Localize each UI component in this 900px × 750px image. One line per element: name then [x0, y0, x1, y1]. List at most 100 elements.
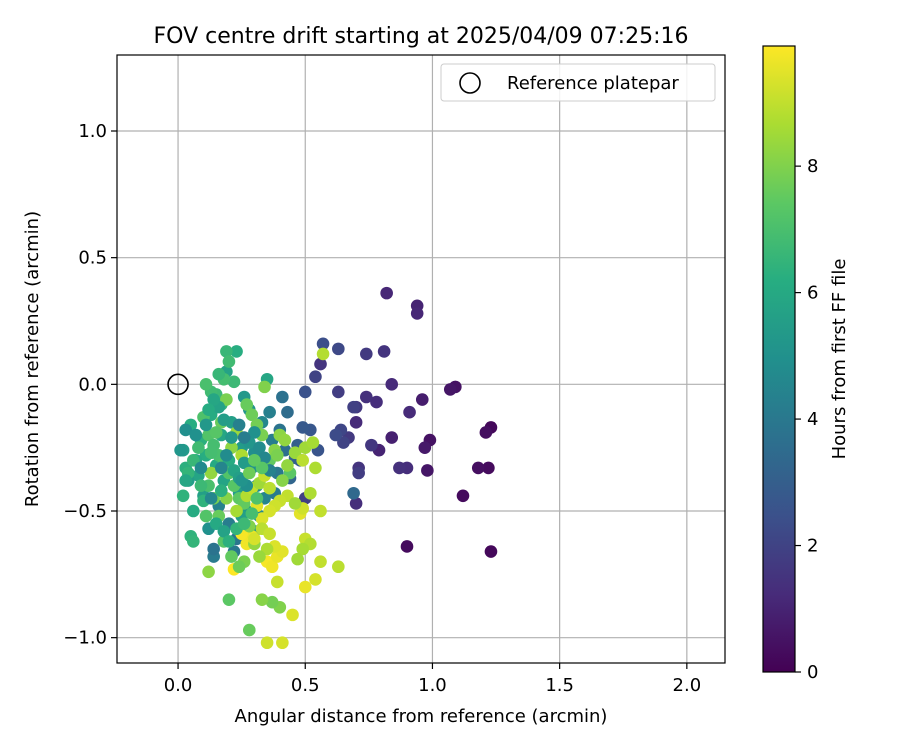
data-point: [484, 545, 498, 558]
data-point: [179, 423, 192, 437]
data-point: [174, 443, 187, 457]
data-point: [316, 337, 330, 351]
data-point: [410, 307, 424, 320]
data-point: [202, 565, 215, 579]
data-point: [209, 517, 223, 530]
data-point: [314, 504, 327, 518]
data-point: [242, 466, 256, 480]
legend-label: Reference platepar: [507, 73, 679, 94]
legend: Reference platepar: [440, 63, 716, 102]
data-point: [225, 431, 238, 444]
data-point: [255, 461, 269, 475]
data-point: [217, 413, 231, 427]
data-point: [204, 492, 218, 505]
y-tick-label: 0.5: [78, 248, 107, 269]
data-point: [276, 636, 289, 650]
data-point: [370, 395, 383, 409]
data-point: [235, 474, 248, 487]
colorbar: 0 2 4 6 8 Hours from first FF file: [762, 45, 850, 683]
data-point: [263, 504, 276, 518]
data-point: [222, 535, 236, 548]
data-point: [479, 426, 493, 439]
data-point: [281, 459, 294, 472]
x-axis-label: Angular distance from reference (arcmin): [235, 706, 608, 727]
data-point: [347, 400, 360, 414]
data-point: [199, 378, 213, 391]
colorbar-tick-label: 4: [807, 409, 818, 430]
data-point: [222, 593, 236, 606]
data-point: [187, 504, 200, 518]
data-point: [248, 532, 261, 546]
data-point: [332, 342, 345, 356]
data-point: [255, 512, 269, 525]
data-point: [253, 550, 266, 563]
data-point: [443, 383, 457, 396]
data-point: [222, 355, 236, 368]
data-point: [306, 436, 320, 449]
data-point: [482, 461, 495, 475]
data-point: [199, 509, 213, 523]
data-point: [263, 405, 276, 419]
data-point: [415, 393, 429, 406]
data-point: [309, 461, 322, 475]
data-point: [456, 489, 470, 503]
data-point: [298, 580, 312, 594]
data-point: [202, 403, 215, 416]
data-point: [380, 286, 393, 300]
data-point: [298, 385, 312, 399]
data-point: [403, 405, 416, 419]
data-point: [215, 484, 228, 498]
data-point: [215, 461, 228, 475]
data-point: [393, 461, 406, 475]
data-point: [242, 623, 256, 637]
data-point: [332, 560, 345, 574]
data-point: [270, 448, 284, 462]
colorbar-ticks: 0 2 4 6 8: [795, 156, 818, 683]
data-point: [189, 428, 203, 442]
data-point: [209, 426, 223, 439]
y-axis-label: Rotation from reference (arcmin): [22, 211, 43, 507]
data-point: [220, 448, 233, 462]
data-point: [329, 428, 343, 442]
y-axis-ticks: −1.0 −0.5 0.0 0.5 1.0: [63, 121, 117, 649]
data-point: [260, 636, 274, 650]
data-point: [227, 375, 241, 389]
data-point: [232, 560, 246, 574]
data-point: [187, 454, 200, 467]
data-point: [207, 393, 220, 406]
data-point: [349, 497, 363, 510]
data-points: [174, 286, 498, 650]
data-point: [204, 466, 218, 480]
data-point: [258, 451, 271, 465]
data-point: [265, 595, 279, 609]
data-point: [349, 416, 363, 429]
colorbar-tick-label: 6: [807, 283, 818, 304]
y-tick-label: −0.5: [63, 501, 107, 522]
legend-box: [440, 63, 716, 102]
data-point: [270, 575, 284, 589]
data-point: [250, 492, 264, 505]
data-point: [421, 464, 434, 477]
data-point: [194, 479, 208, 492]
data-point: [276, 474, 289, 487]
colorbar-gradient: [762, 45, 796, 673]
data-point: [230, 504, 243, 518]
data-point: [230, 345, 243, 358]
chart-title: FOV centre drift starting at 2025/04/09 …: [154, 24, 689, 49]
data-point: [194, 461, 208, 475]
data-point: [258, 380, 271, 394]
data-point: [237, 517, 251, 530]
data-point: [296, 421, 310, 434]
data-point: [260, 542, 274, 556]
data-point: [278, 433, 292, 447]
data-point: [220, 393, 233, 406]
data-point: [207, 542, 220, 556]
data-point: [471, 461, 485, 475]
x-tick-label: 1.0: [418, 675, 447, 696]
x-tick-label: 1.5: [545, 675, 574, 696]
data-point: [400, 540, 414, 553]
y-tick-label: 0.0: [78, 374, 107, 395]
data-point: [245, 408, 259, 422]
legend-marker-icon: [459, 72, 481, 94]
